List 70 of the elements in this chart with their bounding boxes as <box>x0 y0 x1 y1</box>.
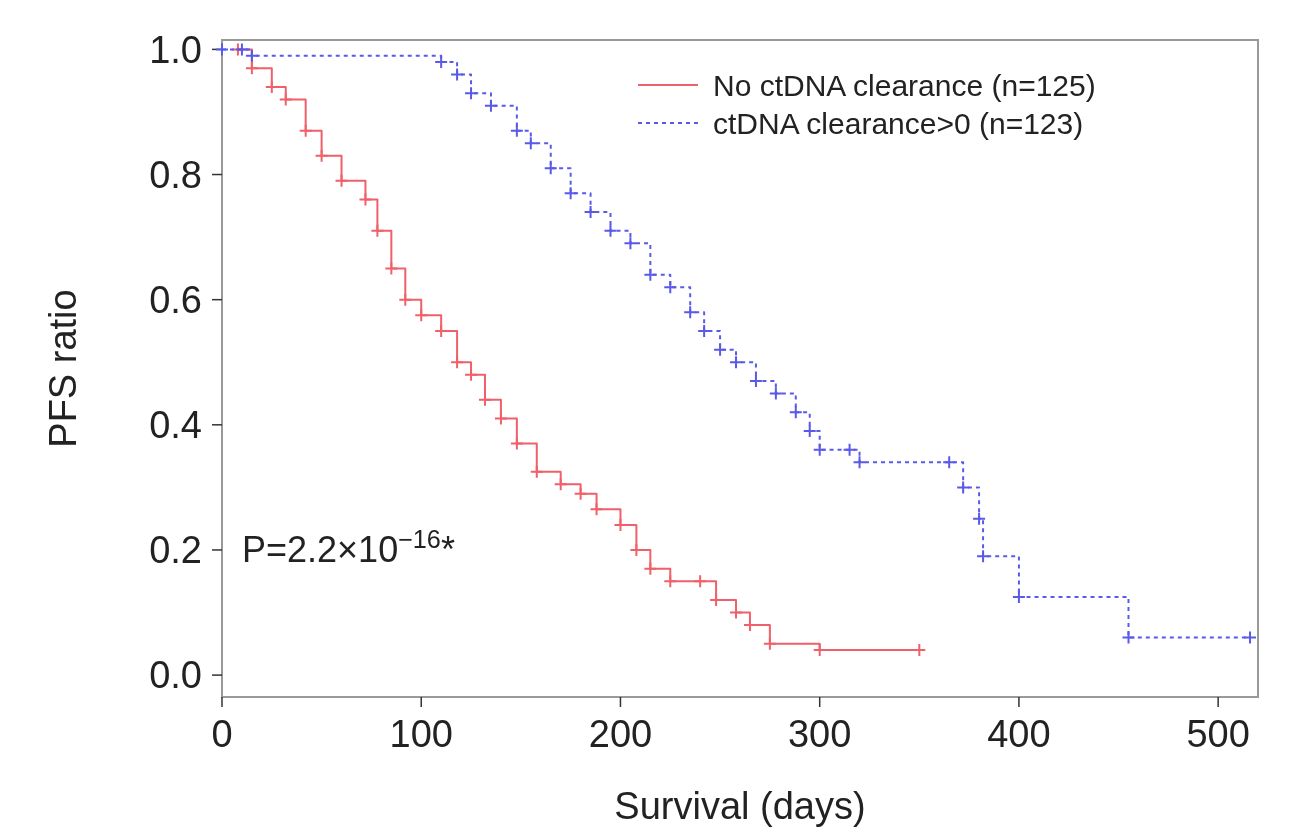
legend-label: No ctDNA clearance (n=125) <box>713 68 1096 102</box>
x-tick-label: 400 <box>987 713 1051 755</box>
point <box>483 98 498 113</box>
point <box>748 374 763 389</box>
y-tick-label: 1.0 <box>149 28 202 71</box>
point <box>956 480 971 495</box>
point <box>464 86 479 101</box>
point <box>683 305 698 320</box>
point <box>384 261 399 276</box>
y-tick-label: 0.4 <box>149 404 202 447</box>
point <box>278 92 293 107</box>
point <box>450 67 465 82</box>
point <box>563 186 578 201</box>
point <box>852 455 867 470</box>
y-tick-label: 0.6 <box>149 278 202 321</box>
point <box>802 424 817 439</box>
point <box>812 442 827 457</box>
point <box>215 42 229 57</box>
point <box>842 442 857 457</box>
point <box>523 136 538 151</box>
x-tick-label: 500 <box>1186 713 1250 755</box>
point <box>1011 589 1026 604</box>
x-axis-title: Survival (days) <box>614 785 866 827</box>
point <box>643 561 658 576</box>
point <box>509 123 524 138</box>
x-tick-label: 200 <box>588 713 653 755</box>
point <box>976 549 991 564</box>
y-tick-label: 0.0 <box>149 654 202 697</box>
point <box>543 161 558 176</box>
point <box>573 486 588 501</box>
point <box>762 636 777 651</box>
y-tick-label: 0.8 <box>149 153 202 196</box>
point <box>434 54 449 69</box>
x-tick-label: 0 <box>211 713 233 755</box>
x-tick-label: 100 <box>389 713 453 755</box>
legend-label: ctDNA clearance>0 (n=123) <box>713 106 1084 140</box>
point <box>583 205 598 220</box>
point <box>509 436 524 451</box>
point <box>244 61 259 76</box>
point <box>768 386 783 401</box>
point <box>493 411 508 426</box>
point <box>553 477 568 492</box>
point <box>1243 630 1258 645</box>
point <box>623 236 638 251</box>
point <box>358 192 373 207</box>
annotation: P=2.2×10$^{−16}$* <box>242 524 455 570</box>
point <box>589 502 604 517</box>
point <box>298 123 313 138</box>
y-tick-label: 0.2 <box>149 529 202 572</box>
point <box>972 511 987 526</box>
point <box>663 574 678 589</box>
point <box>370 223 385 238</box>
point <box>334 173 349 188</box>
point <box>603 223 618 238</box>
point <box>414 308 429 323</box>
point <box>529 464 544 479</box>
y-axis-title: PFS ratio <box>42 289 84 448</box>
point <box>729 355 744 370</box>
point <box>693 574 708 589</box>
x-tick-label: 300 <box>787 713 852 755</box>
point <box>314 148 329 163</box>
point <box>713 342 728 357</box>
point <box>464 367 479 382</box>
point <box>942 455 957 470</box>
point <box>643 267 658 282</box>
point <box>788 405 803 420</box>
point <box>450 355 465 370</box>
point <box>1121 630 1136 645</box>
point <box>663 280 678 295</box>
point <box>398 292 413 307</box>
